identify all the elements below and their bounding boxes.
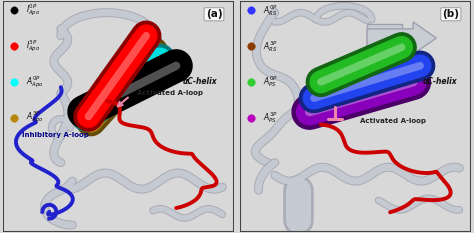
Polygon shape: [367, 22, 436, 54]
Text: (b): (b): [442, 9, 459, 19]
Text: $A_{RS}^{3P}$: $A_{RS}^{3P}$: [263, 39, 278, 54]
Text: $A_{RS}^{0P}$: $A_{RS}^{0P}$: [263, 3, 278, 18]
Text: αC-helix: αC-helix: [183, 77, 218, 86]
Text: $I_{Apo}^{3P}$: $I_{Apo}^{3P}$: [26, 38, 41, 54]
Text: $A_{Apo}^{3P}$: $A_{Apo}^{3P}$: [26, 110, 44, 125]
Text: $A_{PS}^{0P}$: $A_{PS}^{0P}$: [263, 75, 278, 89]
Text: $A_{PS}^{3P}$: $A_{PS}^{3P}$: [263, 110, 278, 125]
Text: Activated A-loop: Activated A-loop: [137, 90, 203, 96]
Text: $I_{Apo}^{0P}$: $I_{Apo}^{0P}$: [26, 3, 41, 18]
Polygon shape: [367, 24, 401, 47]
Text: αC-helix: αC-helix: [422, 77, 457, 86]
Text: Inhibitory A-loop: Inhibitory A-loop: [22, 132, 89, 138]
Text: $A_{Apo}^{0P}$: $A_{Apo}^{0P}$: [26, 74, 44, 90]
Text: (a): (a): [206, 9, 222, 19]
Text: Activated A-loop: Activated A-loop: [360, 118, 426, 124]
